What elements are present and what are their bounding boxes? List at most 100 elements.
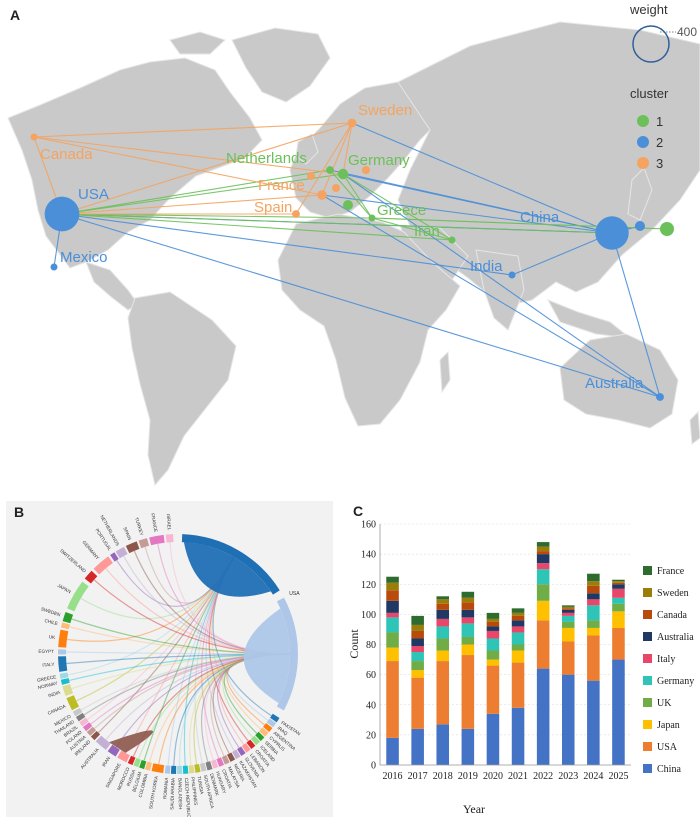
- link-canada-germany: [33, 136, 344, 175]
- chord-label-iran: IRAN: [101, 756, 111, 768]
- bar-segment-sweden-2021: [511, 612, 525, 616]
- chord-ribbon-china: [183, 542, 271, 597]
- chord-arc-bangladesh: [177, 765, 183, 774]
- bar-segment-uk-2022: [536, 584, 550, 601]
- legend-swatch-italy: [643, 654, 652, 663]
- chord-arc-brazil: [79, 717, 89, 727]
- bar-segment-australia-2018: [436, 609, 450, 619]
- bar-segment-france-2025: [612, 579, 625, 582]
- chord-arc-belgium: [139, 759, 147, 770]
- chart-bars: [386, 542, 625, 765]
- chord-label-uk: UK: [48, 634, 56, 640]
- bar-segment-japan-2024: [587, 627, 600, 636]
- x-tick-label: 2016: [383, 771, 403, 782]
- y-axis-label: Count: [347, 629, 361, 659]
- x-tick-label: 2021: [508, 771, 528, 782]
- legend-swatch-china: [643, 764, 652, 773]
- bar-segment-australia-2021: [511, 620, 525, 627]
- bar-segment-canada-2021: [511, 615, 525, 621]
- chord-arc-denmark: [205, 761, 213, 771]
- bar-segment-sweden-2024: [587, 581, 600, 586]
- link-usa-germany: [61, 173, 344, 215]
- chord-arc-japan: [67, 581, 89, 612]
- label-australia: Australia: [585, 375, 644, 392]
- bar-segment-italy-2018: [436, 618, 450, 627]
- chord-arc-saudi-arabia: [170, 765, 177, 774]
- node-canada: [30, 133, 38, 141]
- chord-label-egypt: EGYPT: [38, 649, 54, 654]
- chord-ribbons: [66, 542, 291, 766]
- chord-arc-romania: [164, 765, 171, 774]
- x-tick-label: 2017: [408, 771, 428, 782]
- bar-segment-france-2021: [511, 608, 525, 613]
- bar-segment-canada-2016: [386, 590, 399, 601]
- chord-arc-nigeria: [227, 752, 236, 762]
- bar-segment-uk-2021: [511, 644, 525, 651]
- bar-segment-italy-2019: [461, 617, 475, 624]
- chord-arc-chile: [60, 622, 70, 630]
- bar-segment-france-2018: [436, 596, 450, 600]
- bar-segment-sweden-2023: [561, 606, 575, 609]
- cluster-legend-title: cluster: [630, 86, 669, 101]
- bar-segment-canada-2019: [461, 602, 475, 610]
- bar-segment-germany-2018: [436, 626, 450, 639]
- node-france: [317, 190, 327, 200]
- bar-segment-canada-2018: [436, 603, 450, 610]
- chord-label-india: INDIA: [48, 689, 62, 698]
- bar-segment-uk-2024: [587, 620, 600, 628]
- chord-label-hungary: HUNGARY: [215, 771, 227, 794]
- chord-arc-singapore: [117, 750, 130, 763]
- label-greece: Greece: [377, 202, 426, 219]
- cluster-legend-dot-3: [637, 157, 649, 169]
- label-china: China: [520, 209, 560, 226]
- bar-segment-germany-2021: [511, 632, 525, 645]
- panel-label-c: C: [353, 503, 363, 519]
- chord-label-spain: SPAIN: [122, 526, 132, 540]
- legend-label-sweden: Sweden: [657, 588, 689, 599]
- bar-segment-japan-2018: [436, 650, 450, 662]
- bar-segment-usa-2017: [411, 677, 424, 729]
- chord-arc-argentina: [263, 723, 273, 733]
- legend-label-uk: UK: [657, 698, 672, 709]
- y-tick-label: 120: [361, 580, 376, 591]
- x-axis-label: Year: [463, 802, 485, 816]
- bar-segment-germany-2025: [612, 597, 625, 604]
- chord-arc-uk: [58, 629, 69, 648]
- bar-segment-australia-2016: [386, 600, 399, 613]
- chord-arc-tunisia: [194, 764, 201, 773]
- bar-segment-japan-2020: [486, 659, 500, 666]
- chord-arc-turkey: [138, 538, 150, 549]
- bar-segment-uk-2018: [436, 638, 450, 651]
- bar-segment-germany-2020: [486, 638, 500, 651]
- map-legend: weight 400 cluster 1 2 3: [629, 2, 697, 171]
- y-tick-label: 60: [366, 670, 376, 681]
- chord-arc-russia: [133, 757, 141, 768]
- bar-segment-italy-2023: [561, 612, 575, 616]
- bar-segment-sweden-2020: [486, 618, 500, 622]
- bar-segment-usa-2023: [561, 641, 575, 675]
- cluster-legend-dot-1: [637, 115, 649, 127]
- korea-node: [660, 222, 674, 236]
- label-germany: Germany: [348, 152, 410, 169]
- bar-segment-canada-2022: [536, 551, 550, 555]
- link-germany-australia: [342, 173, 661, 398]
- chord-label-romania: ROMANIA: [162, 776, 169, 799]
- bar-segment-china-2022: [536, 668, 550, 765]
- legend-label-japan: Japan: [657, 720, 680, 731]
- node-mexico: [50, 263, 58, 271]
- x-tick-label: 2023: [558, 771, 578, 782]
- x-tick-label: 2019: [458, 771, 478, 782]
- bar-segment-italy-2017: [411, 646, 424, 653]
- legend-swatch-usa: [643, 742, 652, 751]
- chord-arc-greece: [59, 672, 69, 679]
- chord-arc-morocco: [127, 755, 136, 766]
- label-mexico: Mexico: [60, 249, 108, 266]
- weight-legend-value: 400: [677, 25, 697, 39]
- bar-segment-italy-2021: [511, 626, 525, 633]
- bar-segment-italy-2025: [612, 588, 625, 598]
- bar-segment-japan-2016: [386, 647, 399, 662]
- bar-segment-france-2023: [561, 605, 575, 607]
- bar-segment-italy-2020: [486, 630, 500, 639]
- bar-segment-canada-2024: [587, 585, 600, 594]
- chord-arc-croatia: [246, 739, 256, 749]
